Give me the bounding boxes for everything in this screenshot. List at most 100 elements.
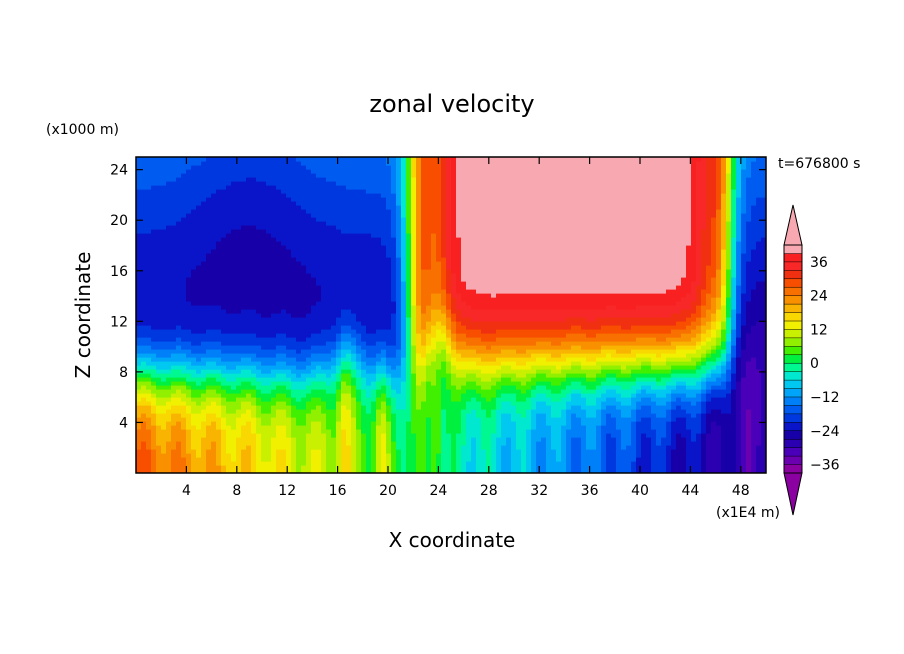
field-cell (176, 309, 182, 314)
field-cell (246, 193, 252, 198)
field-cell (341, 161, 347, 166)
field-cell (226, 413, 232, 418)
field-cell (346, 225, 352, 230)
field-cell (341, 193, 347, 198)
field-cell (321, 345, 327, 350)
field-cell (411, 245, 417, 250)
field-cell (411, 409, 417, 414)
field-cell (221, 157, 227, 162)
field-cell (366, 245, 372, 250)
field-cell (421, 201, 427, 206)
field-cell (341, 185, 347, 190)
field-cell (281, 197, 287, 202)
field-cell (291, 241, 297, 246)
field-cell (276, 189, 282, 194)
field-cell (421, 337, 427, 342)
field-cell (306, 197, 312, 202)
field-cell (341, 397, 347, 402)
field-cell (296, 161, 302, 166)
field-cell (276, 193, 282, 198)
field-cell (336, 365, 342, 370)
field-cell (346, 357, 352, 362)
field-cell (281, 309, 287, 314)
field-cell (141, 225, 147, 230)
field-cell (236, 325, 242, 330)
field-cell (251, 241, 257, 246)
field-cell (141, 277, 147, 282)
field-cell (366, 213, 372, 218)
field-cell (381, 305, 387, 310)
field-cell (371, 405, 377, 410)
field-cell (381, 261, 387, 266)
field-cell (386, 425, 392, 430)
field-cell (341, 157, 347, 162)
field-cell (341, 273, 347, 278)
field-cell (161, 281, 167, 286)
field-cell (176, 373, 182, 378)
field-cell (186, 309, 192, 314)
field-cell (136, 341, 142, 346)
field-cell (316, 217, 322, 222)
field-cell (266, 185, 272, 190)
field-cell (171, 417, 177, 422)
field-cell (406, 349, 412, 354)
field-cell (201, 265, 207, 270)
field-cell (221, 361, 227, 366)
field-cell (166, 393, 172, 398)
field-cell (441, 417, 447, 422)
field-cell (206, 405, 212, 410)
field-cell (331, 205, 337, 210)
field-cell (256, 297, 262, 302)
field-cell (276, 213, 282, 218)
field-cell (261, 241, 267, 246)
field-cell (171, 237, 177, 242)
field-cell (141, 165, 147, 170)
field-cell (171, 429, 177, 434)
field-cell (256, 249, 262, 254)
field-cell (226, 361, 232, 366)
field-cell (421, 273, 427, 278)
field-cell (236, 393, 242, 398)
field-cell (306, 361, 312, 366)
field-cell (381, 221, 387, 226)
field-cell (186, 405, 192, 410)
field-cell (426, 333, 432, 338)
field-cell (196, 409, 202, 414)
field-cell (371, 201, 377, 206)
field-cell (351, 321, 357, 326)
field-cell (326, 365, 332, 370)
field-cell (281, 221, 287, 226)
field-cell (186, 377, 192, 382)
field-cell (156, 325, 162, 330)
field-cell (241, 393, 247, 398)
field-cell (436, 237, 442, 242)
field-cell (441, 281, 447, 286)
field-cell (326, 453, 332, 458)
field-cell (146, 393, 152, 398)
field-cell (326, 381, 332, 386)
field-cell (391, 421, 397, 426)
field-cell (401, 445, 407, 450)
field-cell (421, 465, 427, 470)
field-cell (216, 189, 222, 194)
field-cell (261, 161, 267, 166)
field-cell (161, 265, 167, 270)
field-cell (421, 233, 427, 238)
field-cell (286, 297, 292, 302)
field-cell (391, 417, 397, 422)
field-cell (271, 297, 277, 302)
field-cell (361, 241, 367, 246)
field-cell (281, 333, 287, 338)
field-cell (261, 337, 267, 342)
field-cell (301, 437, 307, 442)
field-cell (166, 269, 172, 274)
field-cell (201, 245, 207, 250)
field-cell (271, 449, 277, 454)
field-cell (426, 377, 432, 382)
field-cell (141, 341, 147, 346)
field-cell (186, 257, 192, 262)
field-cell (331, 437, 337, 442)
field-cell (136, 457, 142, 462)
field-cell (336, 293, 342, 298)
field-cell (351, 401, 357, 406)
